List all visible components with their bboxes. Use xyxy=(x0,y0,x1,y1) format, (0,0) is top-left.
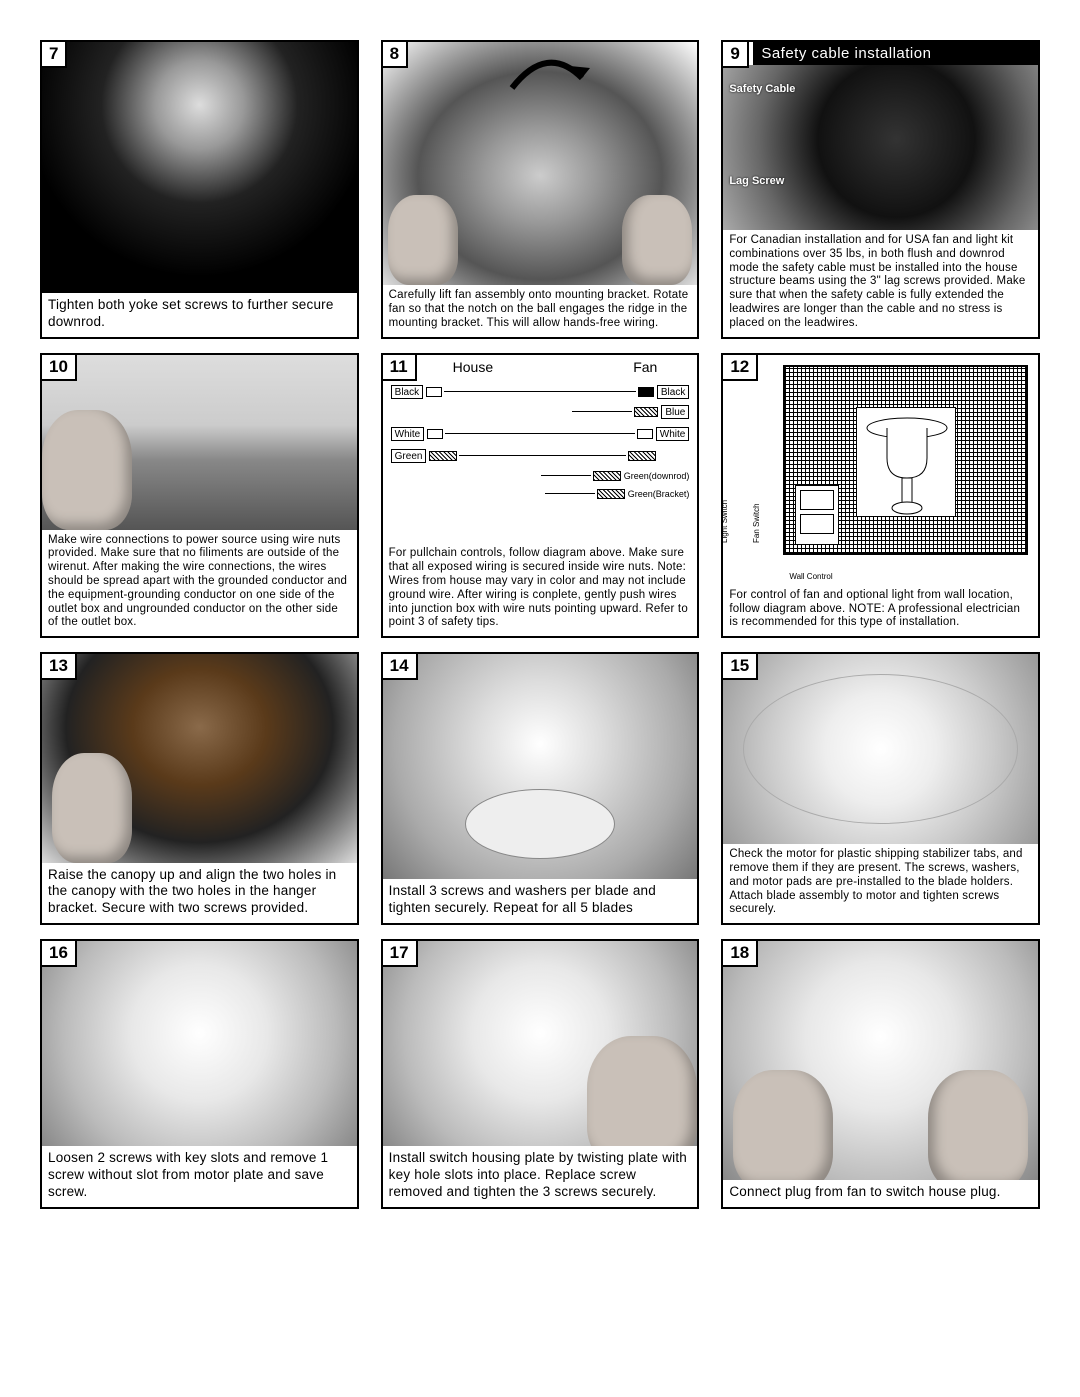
wiring-header-fan: Fan xyxy=(633,359,657,375)
step-17-caption: Install switch housing plate by twisting… xyxy=(383,1146,698,1207)
step-9-caption: For Canadian installation and for USA fa… xyxy=(723,230,1038,337)
step-number: 18 xyxy=(723,941,758,967)
step-17: 17 Install switch housing plate by twist… xyxy=(381,939,700,1209)
step-13-image xyxy=(42,654,357,862)
step-9-title: Safety cable installation xyxy=(753,42,1038,65)
step-10-image xyxy=(42,355,357,530)
step-number: 16 xyxy=(42,941,77,967)
step-number: 8 xyxy=(383,42,408,68)
step-15-image xyxy=(723,654,1038,844)
step-7: 7 Tighten both yoke set screws to furthe… xyxy=(40,40,359,339)
step-15-caption: Check the motor for plastic shipping sta… xyxy=(723,844,1038,923)
wire-label: White xyxy=(656,427,690,441)
step-14-caption: Install 3 screws and washers per blade a… xyxy=(383,879,698,923)
step-number: 13 xyxy=(42,654,77,680)
step-18-caption: Connect plug from fan to switch house pl… xyxy=(723,1180,1038,1207)
step-7-caption: Tighten both yoke set screws to further … xyxy=(42,293,357,337)
step-16-image xyxy=(42,941,357,1146)
step-11-caption: For pullchain controls, follow diagram a… xyxy=(383,543,698,636)
step-14: 14 Install 3 screws and washers per blad… xyxy=(381,652,700,925)
step-15: 15 Check the motor for plastic shipping … xyxy=(721,652,1040,925)
step-9-image: Safety Cable Lag Screw xyxy=(723,65,1038,230)
step-12-caption: For control of fan and optional light fr… xyxy=(723,585,1038,636)
step-11: 11 House Fan Black Black Blue White xyxy=(381,353,700,639)
lag-screw-label: Lag Screw xyxy=(729,175,784,187)
step-13-caption: Raise the canopy up and align the two ho… xyxy=(42,863,357,924)
step-number: 9 xyxy=(723,42,748,68)
wiring-diagram: House Fan Black Black Blue White White xyxy=(383,355,698,544)
wire-label: Green(Bracket) xyxy=(628,489,690,499)
step-12: 12 Light Switch Fan Switch Wall xyxy=(721,353,1040,639)
step-number: 7 xyxy=(42,42,67,68)
step-number: 15 xyxy=(723,654,758,680)
wire-label: Green(downrod) xyxy=(624,471,690,481)
step-10-caption: Make wire connections to power source us… xyxy=(42,530,357,637)
wall-control-schematic: Light Switch Fan Switch Wall Control xyxy=(723,355,1038,585)
wire-label: Black xyxy=(657,385,689,399)
step-number: 12 xyxy=(723,355,758,381)
step-16: 16 Loosen 2 screws with key slots and re… xyxy=(40,939,359,1209)
fan-switch-label: Fan Switch xyxy=(752,503,761,543)
step-18-image xyxy=(723,941,1038,1180)
step-13: 13 Raise the canopy up and align the two… xyxy=(40,652,359,925)
step-17-image xyxy=(383,941,698,1146)
wiring-header-house: House xyxy=(453,359,493,375)
wire-label: Blue xyxy=(661,405,689,419)
step-number: 10 xyxy=(42,355,77,381)
step-8-image xyxy=(383,42,698,285)
safety-cable-label: Safety Cable xyxy=(729,83,795,95)
light-switch-label: Light Switch xyxy=(720,500,729,543)
instruction-grid: 7 Tighten both yoke set screws to furthe… xyxy=(40,40,1040,1209)
step-number: 17 xyxy=(383,941,418,967)
step-14-image xyxy=(383,654,698,879)
wire-label: Green xyxy=(391,449,427,463)
step-8-caption: Carefully lift fan assembly onto mountin… xyxy=(383,285,698,336)
step-16-caption: Loosen 2 screws with key slots and remov… xyxy=(42,1146,357,1207)
step-number: 11 xyxy=(383,355,417,381)
wall-control-label: Wall Control xyxy=(789,572,832,581)
wire-label: Black xyxy=(391,385,423,399)
step-10: 10 Make wire connections to power source… xyxy=(40,353,359,639)
step-number: 14 xyxy=(383,654,418,680)
step-8: 8 Carefully lift fan assembly onto mount… xyxy=(381,40,700,339)
step-9: 9 Safety cable installation Safety Cable… xyxy=(721,40,1040,339)
step-18: 18 Connect plug from fan to switch house… xyxy=(721,939,1040,1209)
step-7-image xyxy=(42,42,357,293)
wire-label: White xyxy=(391,427,425,441)
